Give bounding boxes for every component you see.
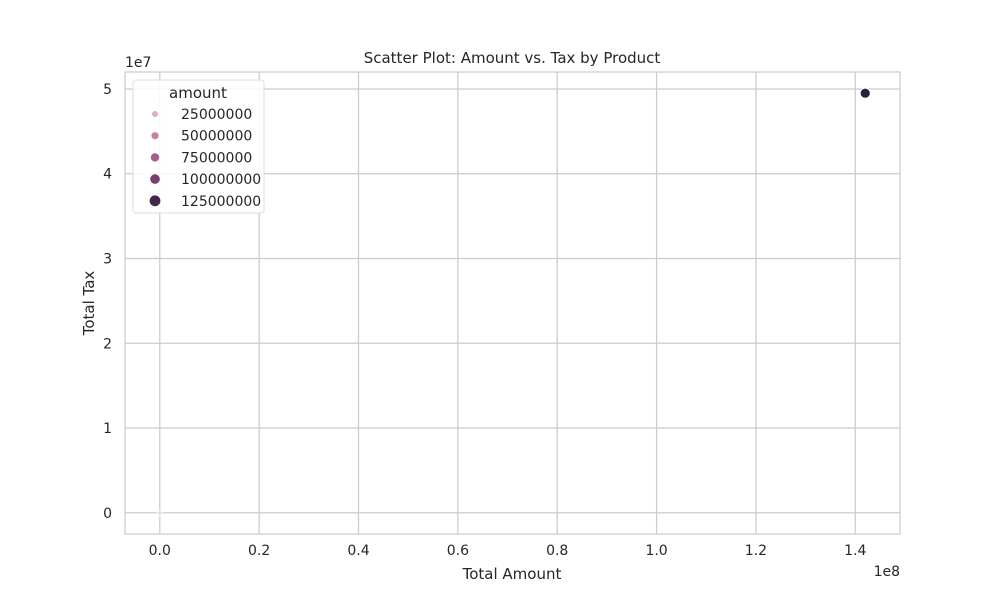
x-axis-ticks: 0.0 0.2 0.4 0.6 0.8 1.0 1.2 1.4: [149, 543, 867, 559]
x-tick-label: 0.6: [447, 543, 469, 559]
x-tick-label: 0.2: [248, 543, 270, 559]
data-points: [156, 87, 871, 516]
legend: amount 25000000 50000000 75000000 100000000…: [132, 79, 265, 214]
x-tick-label: 1.2: [745, 543, 767, 559]
y-tick-label: 3: [103, 251, 112, 267]
y-axis-title: Total Tax: [80, 271, 98, 337]
x-tick-label: 0.4: [347, 543, 369, 559]
x-tick-label: 1.0: [645, 543, 667, 559]
x-tick-label: 0.0: [149, 543, 171, 559]
x-tick-label: 1.4: [844, 543, 866, 559]
legend-title: amount: [169, 84, 227, 102]
y-offset-label: 1e7: [125, 55, 151, 71]
legend-marker: [150, 174, 160, 184]
legend-marker: [152, 111, 158, 117]
legend-label: 25000000: [181, 107, 252, 123]
legend-label: 125000000: [181, 194, 261, 210]
y-tick-label: 2: [103, 336, 112, 352]
y-tick-label: 1: [103, 421, 112, 437]
legend-entries: 25000000 50000000 75000000 100000000 1250000…: [149, 107, 261, 210]
legend-marker: [149, 195, 161, 207]
data-point: [156, 509, 163, 516]
x-axis-title: Total Amount: [462, 565, 562, 583]
plot-frame: [124, 71, 901, 535]
data-point: [859, 87, 871, 99]
legend-label: 75000000: [181, 150, 252, 166]
chart-title: Scatter Plot: Amount vs. Tax by Product: [364, 49, 661, 67]
legend-label: 50000000: [181, 129, 252, 145]
y-tick-label: 5: [103, 82, 112, 98]
x-offset-label: 1e8: [874, 564, 900, 580]
legend-marker: [150, 153, 160, 162]
y-tick-label: 4: [103, 167, 112, 183]
x-tick-label: 0.8: [546, 543, 568, 559]
legend-marker: [151, 132, 159, 140]
grid-lines: [125, 72, 900, 534]
legend-box: [132, 79, 265, 214]
legend-label: 100000000: [181, 172, 261, 188]
y-tick-label: 0: [103, 506, 112, 522]
y-axis-ticks: 0 1 2 3 4 5: [103, 82, 112, 522]
